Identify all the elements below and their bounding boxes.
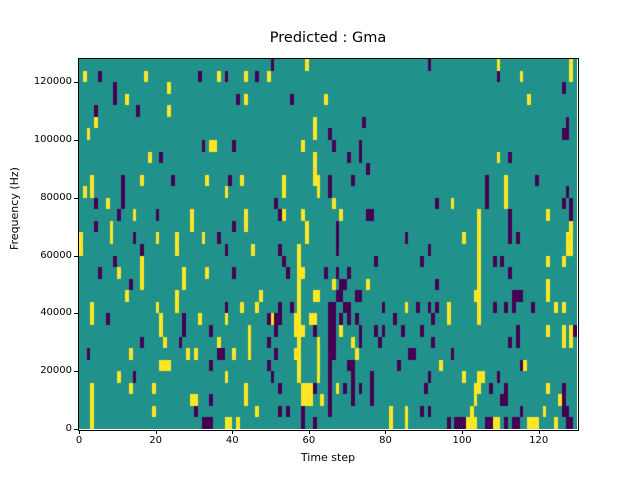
y-tick-mark — [74, 371, 78, 373]
y-tick-mark — [74, 255, 78, 257]
x-tick-label: 60 — [302, 435, 316, 446]
x-tick-label: 120 — [529, 435, 549, 446]
y-tick-mark — [74, 82, 78, 84]
chart-title: Predicted : Gma — [269, 30, 387, 46]
y-axis-label: Frequency (Hz) — [8, 167, 21, 250]
y-tick-label: 120000 — [33, 76, 72, 88]
x-tick-mark — [79, 430, 80, 434]
x-tick-label: 40 — [225, 435, 239, 446]
y-tick-label: 60000 — [40, 249, 72, 261]
x-tick-label: 100 — [452, 435, 472, 446]
y-tick-label: 100000 — [33, 133, 72, 145]
x-tick-mark — [308, 430, 310, 434]
x-tick-label: 20 — [149, 435, 162, 446]
x-tick-mark — [538, 430, 540, 434]
y-tick-mark — [74, 139, 78, 141]
heatmap-plot-area — [79, 59, 577, 429]
y-tick-mark — [74, 313, 78, 315]
x-tick-label: 0 — [75, 435, 83, 446]
y-tick-label: 80000 — [40, 191, 72, 203]
x-tick-mark — [462, 430, 464, 434]
y-tick-label: 40000 — [40, 307, 72, 319]
x-tick-label: 80 — [379, 435, 392, 446]
y-tick-label: 0 — [65, 423, 72, 434]
y-tick-mark — [74, 197, 78, 199]
y-tick-label: 20000 — [40, 365, 72, 377]
y-tick-mark — [74, 429, 78, 430]
x-tick-mark — [232, 430, 234, 434]
x-tick-mark — [385, 430, 387, 434]
x-tick-mark — [155, 430, 157, 434]
x-axis-label: Time step — [300, 451, 356, 464]
